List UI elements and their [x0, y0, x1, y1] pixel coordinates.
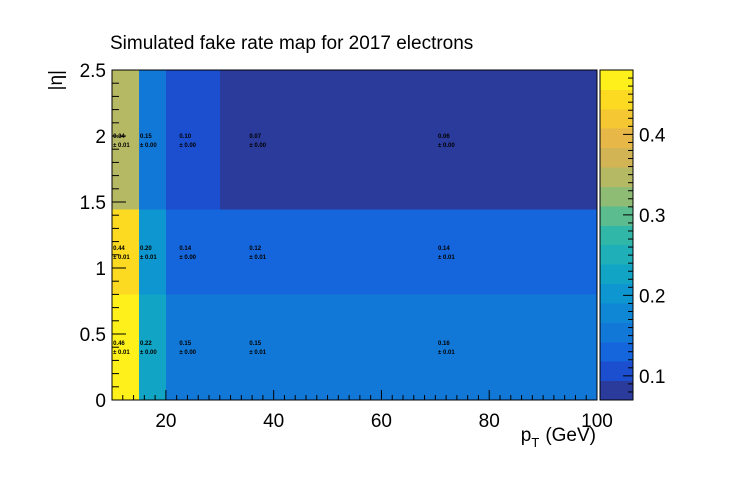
color-scale-band	[600, 225, 633, 246]
cell-error-label: ± 0.00	[140, 143, 157, 149]
heatmap-cell	[112, 209, 139, 295]
color-scale-band	[600, 302, 633, 323]
color-scale-band	[600, 361, 633, 382]
cell-labels: 0.46 ± 0.01 0.22 ± 0.00 0.15 ± 0.00 0.15 ± 0.01…	[113, 134, 455, 356]
cell-value-label: 0.06	[438, 134, 450, 140]
cell-error-label: ± 0.01	[140, 255, 157, 261]
heatmap-cell	[138, 209, 166, 295]
color-scale-tick-label: 0.1	[639, 367, 665, 388]
cell-error-label: ± 0.01	[438, 350, 455, 356]
color-scale-band	[600, 186, 633, 207]
heatmap-cell	[300, 70, 597, 210]
heatmap-cell	[112, 70, 139, 210]
y-tick-label: 2.5	[80, 61, 106, 82]
color-scale-band	[600, 89, 633, 110]
color-scale-band	[600, 70, 633, 90]
x-axis-title-main: p	[521, 425, 532, 446]
heatmap-cells	[112, 70, 597, 400]
cell-value-label: 0.15	[179, 341, 191, 347]
heatmap-cell	[138, 70, 166, 210]
y-tick-label: 0	[95, 391, 106, 412]
cell-value-label: 0.44	[113, 246, 125, 252]
color-scale-band	[600, 244, 633, 265]
cell-value-label: 0.07	[249, 134, 261, 140]
heatmap-cell	[300, 294, 597, 400]
heatmap-cell	[300, 209, 597, 295]
color-scale-band	[600, 322, 633, 343]
color-scale-band	[600, 128, 633, 149]
y-tick-label: 2	[95, 127, 106, 148]
x-axis-title-unit: (GeV)	[545, 425, 596, 446]
y-tick-label: 1.5	[80, 193, 106, 214]
cell-error-label: ± 0.00	[140, 350, 157, 356]
color-scale-band	[600, 341, 633, 362]
color-scale-band	[600, 167, 633, 187]
cell-error-label: ± 0.01	[113, 255, 130, 261]
color-scale-band	[600, 147, 633, 168]
color-scale-band	[600, 108, 633, 129]
color-scale-band	[600, 380, 633, 401]
x-tick-label: 60	[371, 411, 392, 432]
y-tick-label: 1	[95, 259, 106, 280]
cell-value-label: 0.14	[438, 246, 450, 252]
cell-error-label: ± 0.00	[179, 350, 196, 356]
x-axis-title: pT (GeV)	[521, 425, 596, 450]
heatmap-cell	[219, 70, 301, 210]
cell-error-label: ± 0.01	[438, 255, 455, 261]
cell-value-label: 0.10	[179, 134, 191, 140]
cell-value-label: 0.20	[140, 246, 152, 252]
cell-error-label: ± 0.00	[438, 143, 455, 149]
cell-value-label: 0.34	[113, 134, 125, 140]
y-tick-label: 0.5	[80, 325, 106, 346]
cell-error-label: ± 0.01	[249, 255, 266, 261]
cell-value-label: 0.15	[249, 341, 261, 347]
cell-error-label: ± 0.01	[113, 143, 130, 149]
heatmap-cell	[165, 294, 220, 400]
color-scale-band	[600, 205, 633, 226]
x-axis: 20 40 60 80 100	[111, 390, 613, 432]
heatmap-cell	[138, 294, 166, 400]
cell-value-label: 0.22	[140, 341, 152, 347]
cell-value-label: 0.46	[113, 341, 125, 347]
color-scale-tick-label: 0.4	[639, 125, 666, 146]
y-axis: 0 0.5 1 1.5 2 2.5	[80, 61, 126, 412]
cell-value-label: 0.12	[249, 246, 261, 252]
color-scale-band	[600, 283, 633, 304]
heatmap-cell	[165, 209, 220, 295]
cell-error-label: ± 0.00	[179, 143, 196, 149]
x-axis-title-sub: T	[531, 435, 539, 450]
color-scale-band	[600, 264, 633, 285]
cell-error-label: ± 0.00	[179, 255, 196, 261]
color-scale-tick-label: 0.2	[639, 286, 665, 307]
heatmap-cell	[219, 209, 301, 295]
x-tick-label: 40	[263, 411, 284, 432]
x-tick-label: 20	[155, 411, 176, 432]
heatmap-cell	[165, 70, 220, 210]
color-scale: 0.1 0.2 0.3 0.4	[599, 69, 666, 401]
cell-error-label: ± 0.01	[113, 350, 130, 356]
x-tick-label: 80	[479, 411, 500, 432]
y-axis-title: |η|	[46, 70, 67, 90]
cell-error-label: ± 0.00	[249, 143, 266, 149]
x-tick-label: 100	[581, 411, 613, 432]
cell-value-label: 0.14	[179, 246, 191, 252]
cell-value-label: 0.15	[140, 134, 152, 140]
color-scale-tick-label: 0.3	[639, 206, 665, 227]
color-scale-frame	[599, 69, 634, 401]
heatmap-cell	[219, 294, 301, 400]
cell-error-label: ± 0.01	[249, 350, 266, 356]
cell-value-label: 0.16	[438, 341, 450, 347]
chart-title: Simulated fake rate map for 2017 electro…	[110, 33, 473, 54]
